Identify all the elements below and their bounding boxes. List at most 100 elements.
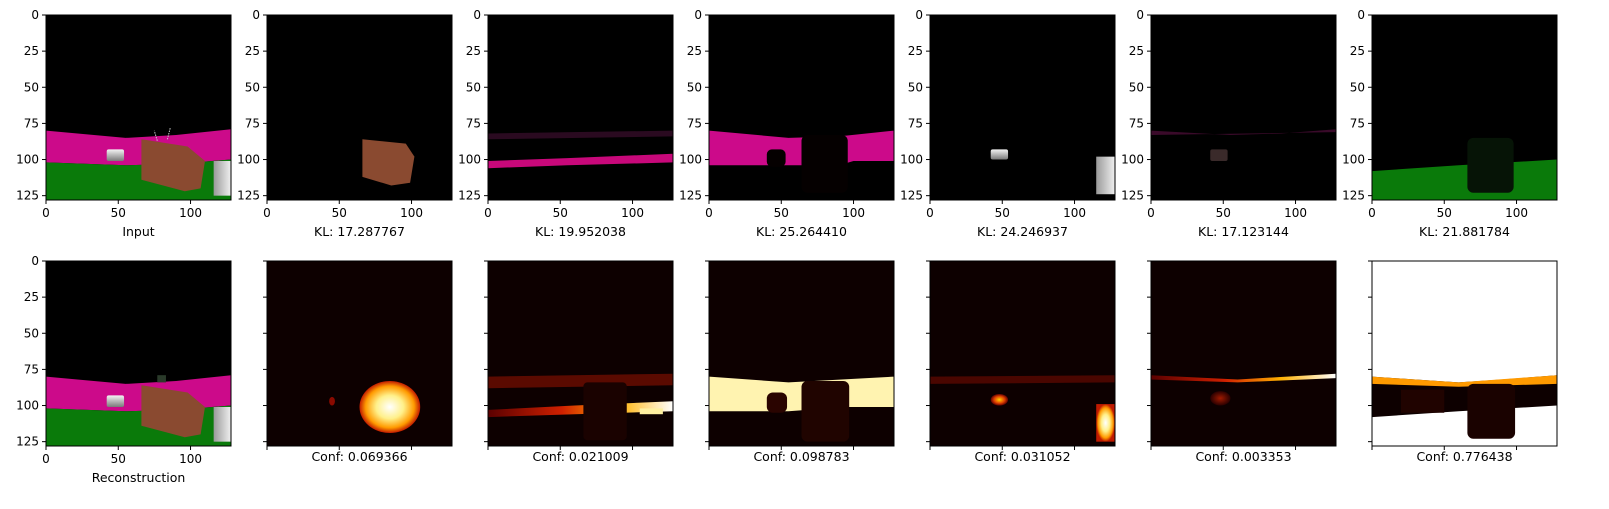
- x-tick-label: 0: [42, 206, 50, 220]
- panels-layer: [46, 15, 1557, 446]
- x-tick-label: 100: [1284, 206, 1307, 220]
- y-tick-label: 0: [915, 8, 923, 22]
- heat-spot: [639, 408, 663, 415]
- conf-caption: Conf: 0.098783: [753, 449, 849, 464]
- y-tick-label: 50: [1350, 80, 1365, 94]
- axes-frame: [1371, 14, 1558, 201]
- kl-caption: KL: 17.123144: [1198, 224, 1289, 239]
- y-tick-label: 75: [1350, 116, 1365, 130]
- heat-background: [930, 261, 1115, 446]
- heat-stripe: [488, 373, 673, 389]
- panel-background: [930, 15, 1115, 200]
- brown-object: [141, 139, 205, 192]
- x-tick-label: 50: [111, 452, 126, 466]
- bottom-panel-2: [488, 261, 673, 446]
- y-tick-label: 125: [458, 189, 481, 203]
- y-tick-label: 125: [679, 189, 702, 203]
- heat-white-region: [1372, 261, 1557, 383]
- y-tick-label: 75: [466, 116, 481, 130]
- bottom-panel-0: [46, 261, 231, 446]
- y-tick-label: 0: [1136, 8, 1144, 22]
- bottom-panel-5: [1151, 261, 1336, 446]
- y-tick-label: 50: [24, 326, 39, 340]
- axes-frame: [929, 14, 1116, 201]
- brown-object: [141, 385, 205, 438]
- y-tick-label: 25: [466, 44, 481, 58]
- heat-background: [1151, 261, 1336, 446]
- antenna-detail: [153, 127, 171, 141]
- axes: [484, 260, 674, 450]
- y-tick-label: 125: [16, 435, 39, 449]
- conf-caption: Conf: 0.031052: [974, 449, 1070, 464]
- axes-frame: [1150, 260, 1337, 447]
- axes: [926, 260, 1116, 450]
- x-tick-label: 50: [111, 206, 126, 220]
- axes-frame: [487, 14, 674, 201]
- y-tick-label: 25: [687, 44, 702, 58]
- brown-object: [362, 139, 415, 186]
- dim-wall-stripe: [1151, 129, 1336, 135]
- heat-dark-object: [1467, 383, 1516, 439]
- y-tick-label: 100: [900, 153, 923, 167]
- x-tick-label: 50: [1437, 206, 1452, 220]
- heat-dark-object: [583, 382, 627, 441]
- y-tick-label: 75: [24, 116, 39, 130]
- dark-object: [1467, 137, 1514, 193]
- y-tick-label: 125: [1121, 189, 1144, 203]
- kl-caption: KL: 21.881784: [1419, 224, 1510, 239]
- axes: [263, 260, 453, 450]
- x-tick-label: 50: [332, 206, 347, 220]
- y-tick-label: 0: [252, 8, 260, 22]
- y-tick-label: 0: [1357, 8, 1365, 22]
- x-tick-label: 0: [263, 206, 271, 220]
- axes-layer: 0 50 100 0 25 50 75 100 125 Input 0 50 100 0 25 50 75 100…: [16, 8, 1558, 485]
- heat-dark-region: [1400, 389, 1445, 413]
- right-object: [213, 160, 231, 196]
- x-tick-label: 100: [1063, 206, 1086, 220]
- panel-background: [488, 15, 673, 200]
- y-tick-label: 25: [1350, 44, 1365, 58]
- bottom-panel-1: [267, 261, 452, 446]
- x-tick-label: 100: [179, 452, 202, 466]
- y-tick-label: 25: [245, 44, 260, 58]
- kl-caption: KL: 19.952038: [535, 224, 626, 239]
- x-tick-label: 50: [553, 206, 568, 220]
- x-tick-label: 0: [1147, 206, 1155, 220]
- axes: 0 50 100 0 25 50 75 100 125: [1121, 8, 1337, 220]
- top-panel-4: [930, 15, 1115, 200]
- y-tick-label: 100: [1342, 153, 1365, 167]
- shadow-detail: [157, 375, 166, 383]
- y-tick-label: 50: [466, 80, 481, 94]
- axes: 0 50 100 0 25 50 75 100 125: [679, 8, 895, 220]
- y-tick-label: 50: [1129, 80, 1144, 94]
- y-tick-label: 75: [245, 116, 260, 130]
- x-tick-label: 50: [1216, 206, 1231, 220]
- axes: [1147, 260, 1337, 450]
- axes: 0 50 100 0 25 50 75 100 125: [16, 254, 232, 466]
- car-object: [106, 149, 125, 161]
- x-tick-label: 0: [705, 206, 713, 220]
- axes: [705, 260, 895, 450]
- heat-spot: [990, 393, 1009, 406]
- top-panel-1: [267, 15, 452, 200]
- axes: [1368, 260, 1558, 450]
- conf-caption: Conf: 0.069366: [311, 449, 407, 464]
- heat-stripe: [930, 375, 1115, 384]
- y-tick-label: 50: [245, 80, 260, 94]
- heat-hotspot: [359, 380, 421, 433]
- x-tick-label: 100: [1505, 206, 1528, 220]
- y-tick-label: 100: [1121, 153, 1144, 167]
- car-object: [990, 149, 1009, 160]
- y-tick-label: 50: [908, 80, 923, 94]
- dark-object: [801, 134, 848, 193]
- kl-caption: KL: 25.264410: [756, 224, 847, 239]
- heat-stripe: [1372, 375, 1557, 387]
- conf-caption: Conf: 0.003353: [1195, 449, 1291, 464]
- axes-frame: [266, 14, 453, 201]
- y-tick-label: 25: [1129, 44, 1144, 58]
- y-tick-label: 100: [16, 153, 39, 167]
- top-panel-2: [488, 15, 673, 200]
- panel-background: [267, 15, 452, 200]
- axes-frame: [45, 260, 232, 447]
- heat-hotspot: [1096, 404, 1115, 442]
